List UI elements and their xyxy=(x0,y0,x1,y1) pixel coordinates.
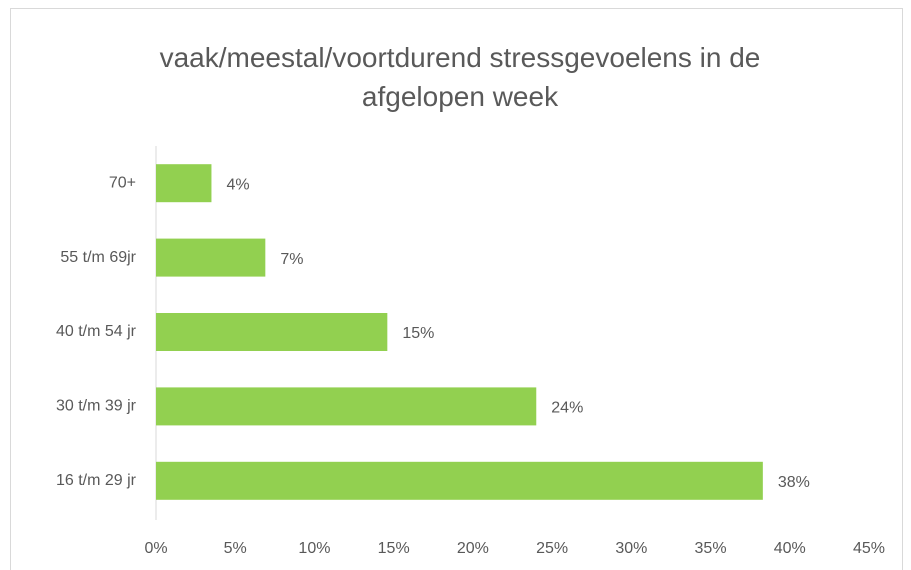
bar xyxy=(156,238,266,277)
bar xyxy=(156,164,212,203)
y-tick-label: 16 t/m 29 jr xyxy=(56,472,137,489)
bar xyxy=(156,313,388,351)
value-label: 7% xyxy=(280,251,303,268)
x-tick-label: 30% xyxy=(615,540,647,557)
x-tick-label: 35% xyxy=(695,540,727,557)
y-tick-label: 70+ xyxy=(109,174,136,191)
x-tick-label: 20% xyxy=(457,540,489,557)
x-tick-label: 0% xyxy=(144,540,167,557)
bar xyxy=(156,461,763,500)
x-tick-label: 45% xyxy=(853,540,885,557)
value-label: 4% xyxy=(226,176,249,193)
x-tick-label: 15% xyxy=(378,540,410,557)
x-tick-label: 5% xyxy=(224,540,247,557)
y-tick-label: 30 t/m 39 jr xyxy=(56,398,137,415)
bar xyxy=(156,387,537,426)
y-tick-label: 55 t/m 69jr xyxy=(60,249,136,266)
value-label: 38% xyxy=(778,474,810,491)
x-tick-label: 10% xyxy=(298,540,330,557)
chart-title: vaak/meestal/voortdurend stressgevoelens… xyxy=(159,42,761,112)
value-label: 24% xyxy=(551,400,583,417)
x-tick-label: 40% xyxy=(774,540,806,557)
value-label: 15% xyxy=(402,325,434,342)
chart-frame xyxy=(10,8,903,570)
x-tick-label: 25% xyxy=(536,540,568,557)
y-tick-label: 40 t/m 54 jr xyxy=(56,323,137,340)
